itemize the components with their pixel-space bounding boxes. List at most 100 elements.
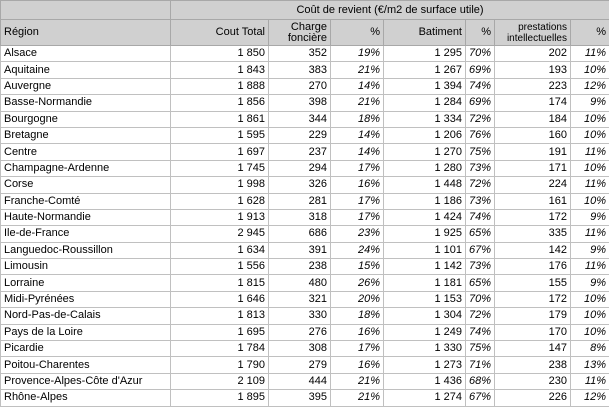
value-cell: 17% bbox=[330, 159, 384, 178]
value-cell: 12% bbox=[569, 77, 609, 96]
region-cell: Aquitaine bbox=[0, 61, 171, 79]
region-cell: Rhône-Alpes bbox=[0, 389, 171, 407]
value-cell: 70% bbox=[465, 44, 495, 63]
value-cell: 11% bbox=[569, 225, 609, 243]
value-cell: 74% bbox=[465, 208, 495, 227]
value-cell: 1 850 bbox=[170, 44, 269, 63]
value-cell: 226 bbox=[494, 389, 571, 407]
column-header: Charge foncière bbox=[268, 19, 331, 46]
value-cell: 10% bbox=[569, 192, 609, 210]
table-row: Corse 1 998 326 16% 1 448 72% 224 11% bbox=[0, 176, 609, 194]
value-cell: 147 bbox=[494, 340, 571, 358]
value-cell: 15% bbox=[330, 258, 384, 276]
value-cell: 330 bbox=[268, 307, 331, 325]
value-cell: 1 267 bbox=[383, 61, 466, 79]
value-cell: 1 784 bbox=[170, 340, 269, 358]
value-cell: 10% bbox=[569, 307, 609, 325]
region-cell: Auvergne bbox=[0, 77, 171, 96]
table-row: Languedoc-Roussillon 1 634 391 24% 1 101 67% 1… bbox=[0, 241, 609, 260]
value-cell: 65% bbox=[465, 225, 495, 243]
value-cell: 21% bbox=[330, 372, 384, 391]
table-row: Ile-de-France 2 945 686 23% 1 925 65% 335 11% bbox=[0, 225, 609, 243]
value-cell: 174 bbox=[494, 94, 571, 112]
value-cell: 276 bbox=[268, 323, 331, 342]
value-cell: 279 bbox=[268, 356, 331, 374]
region-cell: Provence-Alpes-Côte d'Azur bbox=[0, 372, 171, 391]
region-cell: Franche-Comté bbox=[0, 192, 171, 210]
value-cell: 1 304 bbox=[383, 307, 466, 325]
value-cell: 184 bbox=[494, 110, 571, 128]
value-cell: 1 273 bbox=[383, 356, 466, 374]
value-cell: 19% bbox=[330, 44, 384, 63]
column-header: prestations intellectuelles bbox=[494, 19, 571, 46]
region-cell: Lorraine bbox=[0, 274, 171, 292]
column-header: Région bbox=[0, 19, 171, 46]
value-cell: 1 142 bbox=[383, 258, 466, 276]
table-row: Haute-Normandie 1 913 318 17% 1 424 74% 172 9% bbox=[0, 208, 609, 227]
group-header: Coût de revient (€/m2 de surface utile) bbox=[169, 0, 609, 20]
table-row: Picardie 1 784 308 17% 1 330 75% 147 8% bbox=[0, 340, 609, 358]
value-cell: 281 bbox=[268, 192, 331, 210]
region-cell: Picardie bbox=[0, 340, 171, 358]
value-cell: 1 745 bbox=[170, 159, 269, 178]
value-cell: 75% bbox=[465, 143, 495, 161]
value-cell: 14% bbox=[330, 143, 384, 161]
region-cell: Alsace bbox=[0, 44, 171, 63]
value-cell: 1 556 bbox=[170, 258, 269, 276]
value-cell: 16% bbox=[330, 323, 384, 342]
value-cell: 16% bbox=[330, 176, 384, 194]
table-row: Pays de la Loire 1 695 276 16% 1 249 74% 170 10… bbox=[0, 323, 609, 342]
value-cell: 1 813 bbox=[170, 307, 269, 325]
value-cell: 76% bbox=[465, 126, 495, 145]
value-cell: 224 bbox=[494, 176, 571, 194]
region-cell: Centre bbox=[0, 143, 171, 161]
value-cell: 1 895 bbox=[170, 389, 269, 407]
value-cell: 179 bbox=[494, 307, 571, 325]
value-cell: 17% bbox=[330, 192, 384, 210]
table-row: Champagne-Ardenne 1 745 294 17% 1 280 73% 171 1… bbox=[0, 159, 609, 178]
value-cell: 1 153 bbox=[383, 290, 466, 309]
value-cell: 171 bbox=[494, 159, 571, 178]
value-cell: 172 bbox=[494, 208, 571, 227]
value-cell: 10% bbox=[569, 126, 609, 145]
region-cell: Corse bbox=[0, 176, 171, 194]
value-cell: 1 861 bbox=[170, 110, 269, 128]
value-cell: 17% bbox=[330, 340, 384, 358]
value-cell: 321 bbox=[268, 290, 331, 309]
column-header: % bbox=[569, 19, 609, 46]
value-cell: 1 181 bbox=[383, 274, 466, 292]
value-cell: 1 925 bbox=[383, 225, 466, 243]
region-cell: Champagne-Ardenne bbox=[0, 159, 171, 178]
value-cell: 193 bbox=[494, 61, 571, 79]
value-cell: 172 bbox=[494, 290, 571, 309]
value-cell: 74% bbox=[465, 323, 495, 342]
table-row: Aquitaine 1 843 383 21% 1 267 69% 193 10% bbox=[0, 61, 609, 79]
value-cell: 191 bbox=[494, 143, 571, 161]
value-cell: 1 628 bbox=[170, 192, 269, 210]
value-cell: 9% bbox=[569, 274, 609, 292]
value-cell: 10% bbox=[569, 159, 609, 178]
value-cell: 14% bbox=[330, 126, 384, 145]
value-cell: 72% bbox=[465, 110, 495, 128]
value-cell: 11% bbox=[569, 44, 609, 63]
region-cell: Bourgogne bbox=[0, 110, 171, 128]
value-cell: 142 bbox=[494, 241, 571, 260]
value-cell: 170 bbox=[494, 323, 571, 342]
table-body: Alsace 1 850 352 19% 1 295 70% 202 11% Aquitaine… bbox=[0, 44, 609, 407]
value-cell: 65% bbox=[465, 274, 495, 292]
value-cell: 18% bbox=[330, 307, 384, 325]
value-cell: 1 888 bbox=[170, 77, 269, 96]
region-cell: Bretagne bbox=[0, 126, 171, 145]
value-cell: 1 284 bbox=[383, 94, 466, 112]
value-cell: 1 843 bbox=[170, 61, 269, 79]
value-cell: 308 bbox=[268, 340, 331, 358]
value-cell: 69% bbox=[465, 94, 495, 112]
value-cell: 160 bbox=[494, 126, 571, 145]
region-cell: Ile-de-France bbox=[0, 225, 171, 243]
value-cell: 1 998 bbox=[170, 176, 269, 194]
value-cell: 74% bbox=[465, 77, 495, 96]
region-cell: Poitou-Charentes bbox=[0, 356, 171, 374]
value-cell: 72% bbox=[465, 307, 495, 325]
table-row: Midi-Pyrénées 1 646 321 20% 1 153 70% 172 10% bbox=[0, 290, 609, 309]
